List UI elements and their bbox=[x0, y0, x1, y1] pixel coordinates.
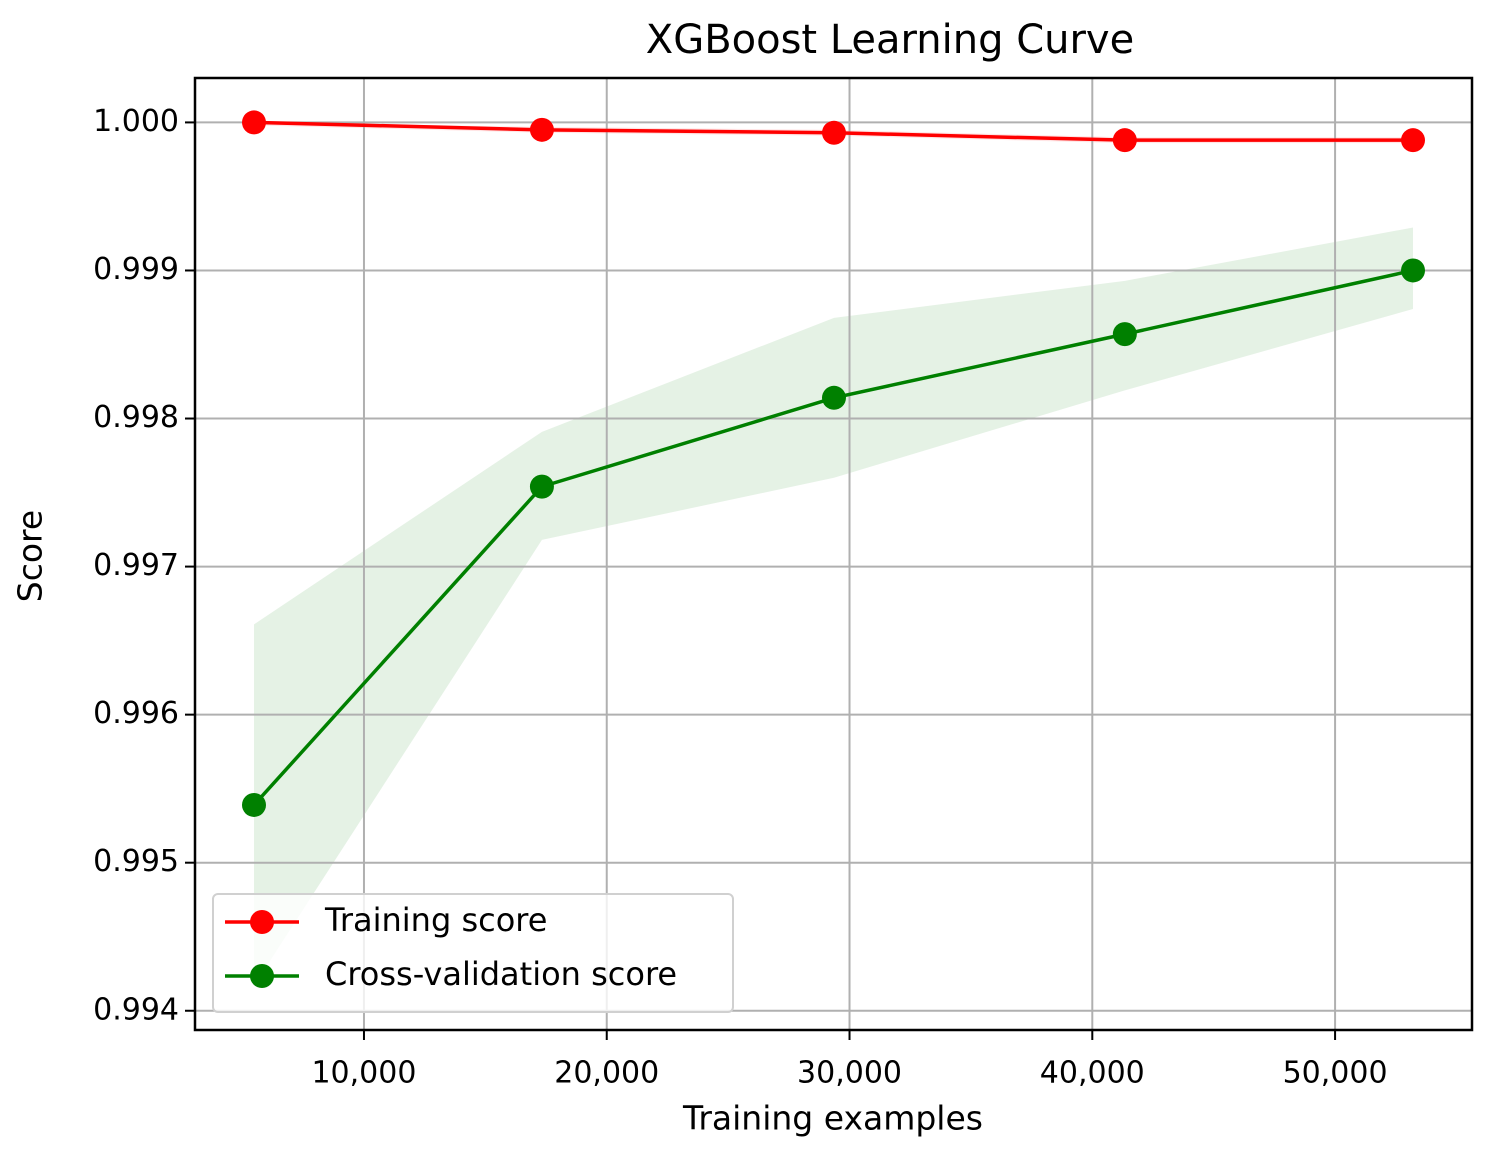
data-point bbox=[821, 385, 846, 410]
data-point bbox=[1112, 322, 1137, 347]
data-point bbox=[1112, 128, 1137, 153]
legend: Training score Cross-validation score bbox=[212, 893, 734, 1013]
x-tick-label: 50,000 bbox=[1283, 1056, 1388, 1091]
data-point bbox=[821, 120, 846, 145]
data-point bbox=[1401, 128, 1426, 153]
y-tick-label: 0.994 bbox=[93, 992, 179, 1027]
chart-title: XGBoost Learning Curve bbox=[646, 17, 1134, 63]
data-point bbox=[1401, 258, 1426, 283]
y-axis-label: Score bbox=[11, 510, 50, 602]
data-point bbox=[241, 110, 266, 135]
legend-marker bbox=[250, 910, 274, 934]
data-point bbox=[529, 117, 554, 142]
data-point bbox=[529, 474, 554, 499]
legend-marker bbox=[250, 964, 274, 988]
legend-label: Training score bbox=[324, 901, 547, 939]
plot-frame bbox=[193, 76, 1474, 1032]
y-tick-label: 0.996 bbox=[93, 696, 179, 731]
y-tick-label: 0.998 bbox=[93, 400, 179, 435]
x-axis-label: Training examples bbox=[682, 1099, 983, 1138]
y-tick-label: 0.995 bbox=[93, 844, 179, 879]
confidence-band bbox=[253, 227, 1414, 986]
legend-label: Cross-validation score bbox=[325, 955, 677, 993]
x-tick-label: 30,000 bbox=[797, 1056, 902, 1091]
x-tick-label: 20,000 bbox=[554, 1056, 659, 1091]
legend-frame bbox=[212, 893, 734, 1013]
data-point bbox=[241, 792, 266, 817]
x-tick-label: 40,000 bbox=[1040, 1056, 1145, 1091]
y-tick-label: 0.997 bbox=[93, 548, 179, 583]
y-tick-label: 1.000 bbox=[93, 104, 179, 139]
x-tick-label: 10,000 bbox=[311, 1056, 416, 1091]
y-tick-label: 0.999 bbox=[93, 252, 179, 287]
